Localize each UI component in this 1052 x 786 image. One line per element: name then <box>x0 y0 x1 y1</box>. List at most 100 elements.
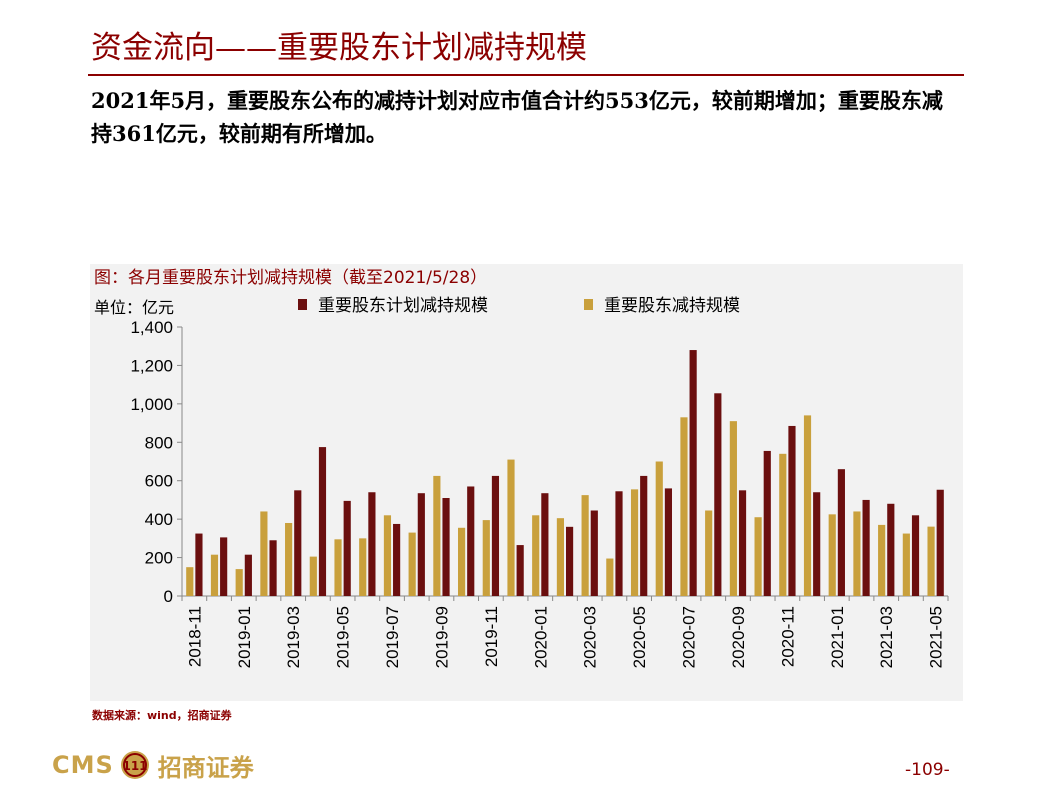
x-tick-label: 2019-01 <box>235 606 254 668</box>
bar-actual-reduction <box>581 495 589 596</box>
bar-planned-reduction <box>516 545 524 596</box>
y-tick-label: 200 <box>145 549 173 568</box>
bar-actual-reduction <box>334 539 342 596</box>
bar-planned-reduction <box>714 393 722 596</box>
x-tick-label: 2020-01 <box>531 606 550 668</box>
y-tick-label: 600 <box>145 472 173 491</box>
x-tick-label: 2021-01 <box>828 606 847 668</box>
bar-actual-reduction <box>457 527 466 596</box>
bar-planned-reduction <box>541 493 549 596</box>
x-tick-label: 2020-03 <box>581 606 600 668</box>
x-tick-label: 2021-05 <box>927 606 946 668</box>
x-tick-label: 2018-11 <box>185 606 204 667</box>
logo-cms-text: CMS <box>52 751 114 779</box>
bar-planned-reduction <box>294 490 302 596</box>
x-tick-label: 2020-07 <box>680 606 699 668</box>
bar-planned-reduction <box>813 492 821 596</box>
x-tick-label: 2020-11 <box>778 606 797 667</box>
bar-actual-reduction <box>408 532 416 596</box>
bar-chart: 图：各月重要股东计划减持规模（截至2021/5/28） 单位：亿元 重要股东计划… <box>94 268 949 668</box>
bar-actual-reduction <box>902 533 910 596</box>
bar-actual-reduction <box>927 526 935 596</box>
bar-actual-reduction <box>482 520 490 596</box>
bar-actual-reduction <box>828 514 836 596</box>
bar-planned-reduction <box>566 526 574 596</box>
summary-text: 2021年5月，重要股东公布的减持计划对应市值合计约553亿元，较前期增加；重要… <box>91 88 943 146</box>
x-tick-label: 2019-03 <box>284 606 303 668</box>
bar-actual-reduction <box>556 518 564 596</box>
x-tick-label: 2019-09 <box>432 606 451 668</box>
bar-planned-reduction <box>862 499 870 596</box>
bar-planned-reduction <box>220 537 228 596</box>
source-note: 数据来源：wind，招商证券 <box>92 709 232 722</box>
bar-actual-reduction <box>383 515 392 596</box>
logo-emblem-text: 111 <box>122 759 147 773</box>
legend-actual-swatch <box>584 299 593 310</box>
legend: 重要股东计划减持规模 重要股东减持规模 <box>298 296 740 316</box>
bar-planned-reduction <box>393 523 401 596</box>
x-tick-label: 2019-07 <box>383 606 402 668</box>
bar-planned-reduction <box>689 350 697 596</box>
brand-logo: CMS 111 招商证券 <box>52 748 254 782</box>
bar-planned-reduction <box>788 425 796 596</box>
bar-planned-reduction <box>664 488 673 596</box>
bar-actual-reduction <box>235 569 243 596</box>
bar-actual-reduction <box>532 515 540 596</box>
bar-planned-reduction <box>269 540 277 596</box>
bars <box>186 350 944 596</box>
y-tick-label: 1,400 <box>130 318 173 337</box>
bar-planned-reduction <box>442 498 450 596</box>
bar-planned-reduction <box>467 486 475 596</box>
bar-planned-reduction <box>615 491 623 596</box>
bar-actual-reduction <box>433 475 441 596</box>
bar-planned-reduction <box>763 450 771 596</box>
page-number: -109- <box>905 760 950 780</box>
legend-planned-swatch <box>298 299 307 310</box>
bar-actual-reduction <box>705 510 713 596</box>
title-rule <box>88 74 964 76</box>
bar-planned-reduction <box>244 554 252 596</box>
bar-actual-reduction <box>359 538 367 596</box>
legend-actual-label: 重要股东减持规模 <box>604 296 740 316</box>
bar-planned-reduction <box>936 489 944 596</box>
y-tick-label: 400 <box>145 510 173 529</box>
bar-actual-reduction <box>853 511 861 596</box>
x-tick-label: 2019-11 <box>482 606 501 667</box>
bar-planned-reduction <box>491 475 500 596</box>
bar-actual-reduction <box>606 558 614 596</box>
bar-actual-reduction <box>729 421 737 596</box>
legend-planned-label: 重要股东计划减持规模 <box>318 296 488 316</box>
bar-planned-reduction <box>590 510 598 596</box>
bar-actual-reduction <box>285 522 293 596</box>
x-tick-label: 2021-03 <box>877 606 896 668</box>
bar-actual-reduction <box>507 459 515 596</box>
chart-title: 图：各月重要股东计划减持规模（截至2021/5/28） <box>94 268 487 288</box>
bar-actual-reduction <box>630 489 639 596</box>
bar-planned-reduction <box>195 533 203 596</box>
bar-planned-reduction <box>368 492 376 596</box>
bar-actual-reduction <box>186 567 194 596</box>
bar-planned-reduction <box>343 500 351 596</box>
logo-cn-text: 招商证券 <box>157 752 254 782</box>
y-tick-label: 1,200 <box>130 356 173 375</box>
slide-title: 资金流向——重要股东计划减持规模 <box>91 30 587 66</box>
bar-actual-reduction <box>779 453 787 596</box>
bar-planned-reduction <box>318 447 327 596</box>
bar-actual-reduction <box>655 461 663 596</box>
bar-actual-reduction <box>309 556 317 596</box>
bar-actual-reduction <box>754 517 762 596</box>
y-tick-label: 800 <box>145 433 173 452</box>
bar-planned-reduction <box>911 515 920 596</box>
bar-planned-reduction <box>738 490 747 596</box>
logo-emblem-icon: 111 <box>120 751 149 779</box>
y-tick-label: 0 <box>164 587 173 606</box>
chart-panel: 图：各月重要股东计划减持规模（截至2021/5/28） 单位：亿元 重要股东计划… <box>90 264 963 701</box>
unit-label: 单位：亿元 <box>94 298 174 317</box>
y-tick-label: 1,000 <box>130 395 173 414</box>
bar-planned-reduction <box>417 493 425 596</box>
bar-actual-reduction <box>878 524 886 596</box>
bar-planned-reduction <box>837 469 845 596</box>
x-tick-label: 2020-09 <box>729 606 748 668</box>
bar-planned-reduction <box>887 503 895 596</box>
x-tick-label: 2020-05 <box>630 606 649 668</box>
